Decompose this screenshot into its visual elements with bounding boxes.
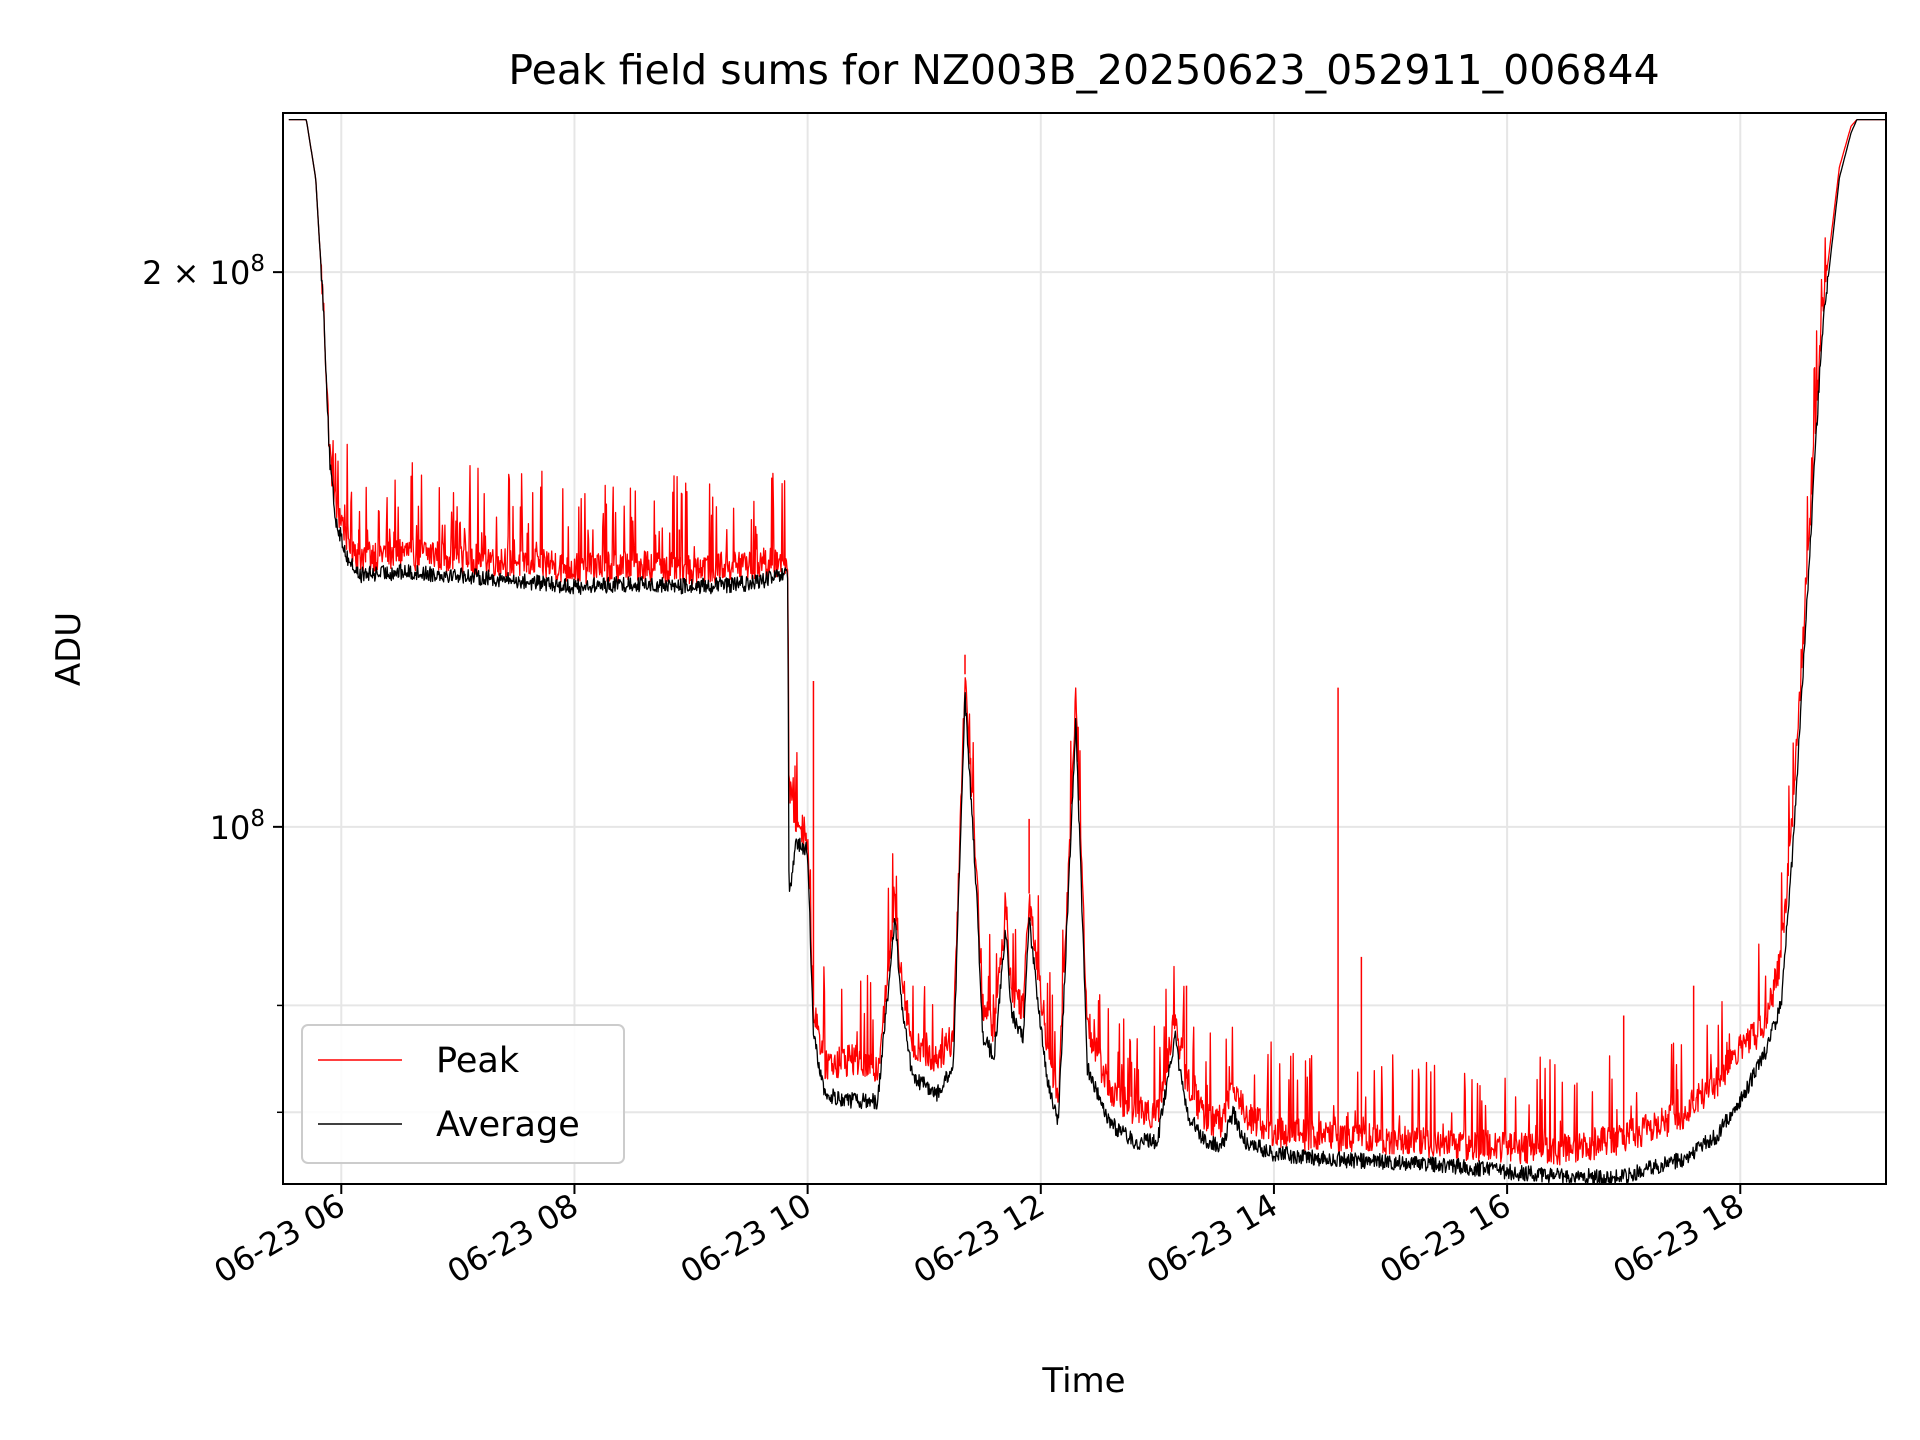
y-axis-label: ADU [49,612,89,686]
gridlines [283,113,1886,1184]
series-layer [288,118,1886,1184]
x-axis-label: Time [1041,1361,1125,1401]
legend: Peak Average [301,1024,625,1164]
y-tick-label: 108 [210,806,265,847]
plot-frame [282,112,1887,1185]
y-tick-label: 2 × 108 [142,251,265,292]
legend-peak-label: Peak [436,1041,520,1081]
chart-title: Peak field sums for NZ003B_20250623_0529… [508,46,1659,94]
legend-average-label: Average [436,1105,580,1145]
series-line-peak [288,118,1886,1166]
series-line-average [288,118,1886,1184]
